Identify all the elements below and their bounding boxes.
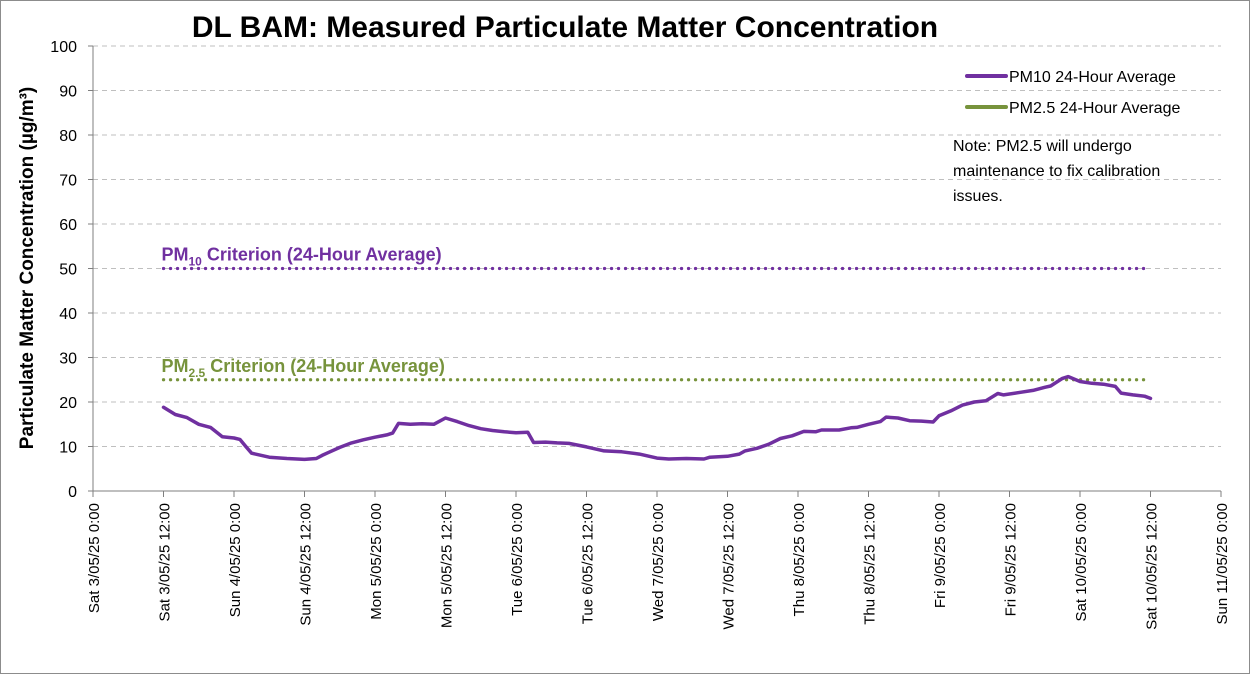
- x-tick-label: Sun 4/05/25 0:00: [227, 503, 244, 617]
- y-tick-labels: 0 10 20 30 40 50 60 70 80 90 100: [50, 39, 77, 501]
- y-axis-label: Particulate Matter Concentration (µg/m³): [17, 87, 38, 449]
- note-line: maintenance to fix calibration: [953, 163, 1160, 180]
- y-tick-label: 60: [59, 217, 77, 234]
- x-tick-label: Thu 8/05/25 12:00: [862, 503, 879, 625]
- y-tick-label: 100: [50, 39, 77, 56]
- y-tick-label: 80: [59, 128, 77, 145]
- criterion-label: PM10 Criterion (24-Hour Average): [162, 245, 442, 269]
- y-tick-label: 90: [59, 84, 77, 101]
- legend-label: PM2.5 24-Hour Average: [1009, 100, 1180, 117]
- note-line: Note: PM2.5 will undergo: [953, 138, 1132, 155]
- y-tick-label: 20: [59, 395, 77, 412]
- y-tick-label: 30: [59, 351, 77, 368]
- x-tick-label: Thu 8/05/25 0:00: [791, 503, 808, 616]
- series-line: [161, 374, 1153, 462]
- data-series: [161, 374, 1153, 462]
- x-tick-label: Wed 7/05/25 0:00: [650, 503, 667, 621]
- criterion-lines: PM10 Criterion (24-Hour Average) PM2.5 Cr…: [162, 245, 1153, 382]
- x-tick-label: Mon 5/05/25 12:00: [439, 503, 456, 628]
- x-tick-label: Sun 4/05/25 12:00: [298, 503, 315, 626]
- x-tick-labels: Sat 3/05/25 0:00 Sat 3/05/25 12:00 Sun 4/0…: [86, 503, 1231, 630]
- x-tick-label: Tue 6/05/25 0:00: [509, 503, 526, 616]
- note: Note: PM2.5 will undergo maintenance to f…: [953, 138, 1160, 205]
- x-tick-label: Sat 3/05/25 12:00: [157, 503, 174, 621]
- legend-label: PM10 24-Hour Average: [1009, 69, 1176, 86]
- x-tick-label: Wed 7/05/25 12:00: [721, 503, 738, 630]
- y-tick-label: 70: [59, 173, 77, 190]
- x-tick-label: Sat 10/05/25 12:00: [1144, 503, 1161, 630]
- y-tick-label: 10: [59, 440, 77, 457]
- note-line: issues.: [953, 188, 1003, 205]
- x-tick-label: Mon 5/05/25 0:00: [368, 503, 385, 620]
- y-tick-label: 50: [59, 262, 77, 279]
- x-tick-label: Fri 9/05/25 12:00: [1003, 503, 1020, 616]
- x-tick-label: Tue 6/05/25 12:00: [580, 503, 597, 624]
- x-tick-label: Fri 9/05/25 0:00: [932, 503, 949, 608]
- x-tick-label: Sun 11/05/25 0:00: [1214, 503, 1231, 625]
- chart-title: DL BAM: Measured Particulate Matter Conc…: [192, 11, 938, 44]
- y-tick-label: 40: [59, 306, 77, 323]
- y-tick-label: 0: [68, 484, 77, 501]
- x-tick-label: Sat 3/05/25 0:00: [86, 503, 103, 613]
- legend: PM10 24-Hour Average PM2.5 24-Hour Averag…: [965, 69, 1180, 117]
- x-tick-label: Sat 10/05/25 0:00: [1073, 503, 1090, 621]
- criterion-label: PM2.5 Criterion (24-Hour Average): [162, 356, 445, 380]
- axes: [88, 45, 1222, 497]
